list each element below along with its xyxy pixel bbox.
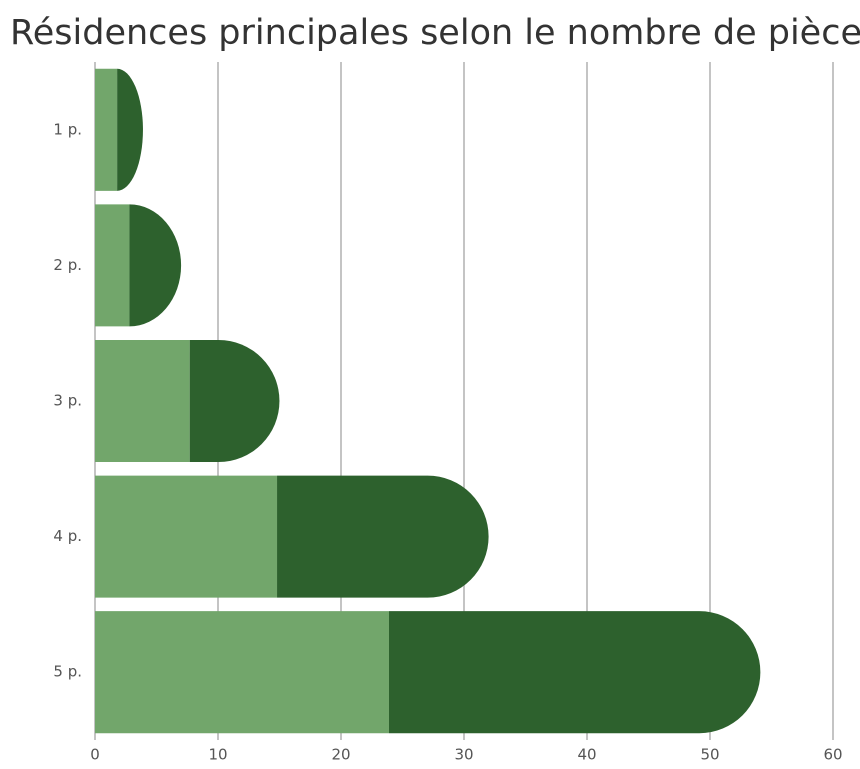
y-tick-label: 5 p. [53, 663, 82, 681]
bar-segment [95, 339, 190, 463]
x-tick-label: 0 [90, 746, 100, 764]
bar-segment [189, 339, 280, 463]
bar-segment [117, 68, 143, 191]
x-tick-label: 40 [577, 746, 596, 764]
bar-segment [129, 204, 182, 327]
x-tick-label: 30 [454, 746, 473, 764]
bar-segment [95, 204, 130, 327]
bar-segment [388, 611, 761, 734]
y-tick-label: 4 p. [53, 527, 82, 545]
y-tick-label: 1 p. [53, 120, 82, 138]
x-tick-label: 20 [331, 746, 350, 764]
y-tick-label: 3 p. [53, 392, 82, 410]
x-tick-label: 10 [208, 746, 227, 764]
bar-segment [95, 68, 118, 191]
bar-segment [277, 475, 489, 598]
x-tick-label: 60 [823, 746, 842, 764]
bar-segment [95, 475, 278, 598]
x-tick-label: 50 [700, 746, 719, 764]
bar-segment [95, 611, 389, 734]
y-tick-label: 2 p. [53, 256, 82, 274]
chart-title: Résidences principales selon le nombre d… [10, 13, 860, 53]
